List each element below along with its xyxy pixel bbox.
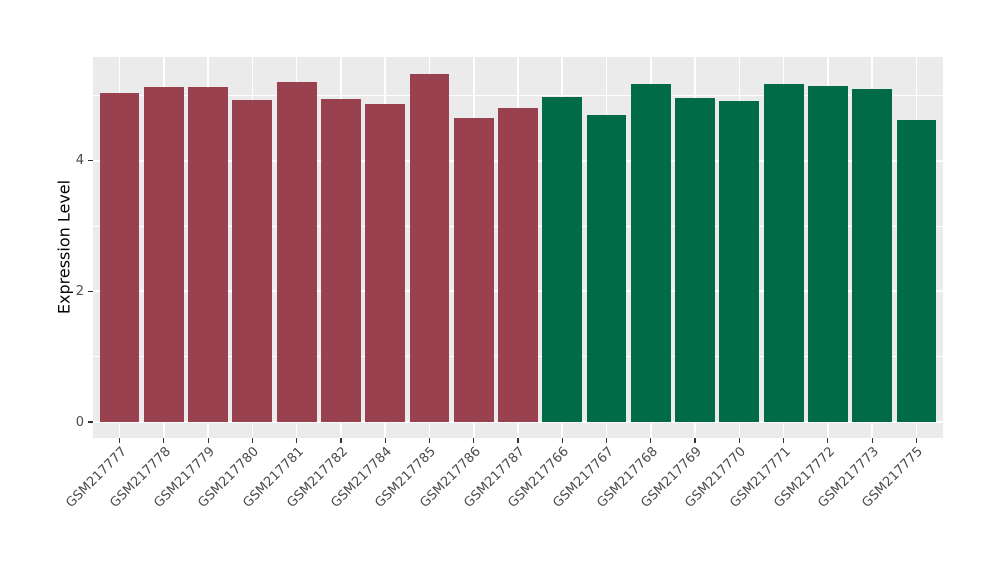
bar-GSM217787 bbox=[498, 107, 538, 422]
y-axis-tick-mark bbox=[88, 160, 93, 162]
bar-GSM217777 bbox=[99, 93, 140, 422]
bar-GSM217779 bbox=[188, 86, 229, 422]
x-axis-tick-mark bbox=[871, 438, 873, 443]
bar-GSM217772 bbox=[807, 85, 848, 422]
y-tick-label: 2 bbox=[75, 283, 84, 299]
x-axis-tick-mark bbox=[251, 438, 253, 443]
x-axis-tick-mark bbox=[783, 438, 785, 443]
bar-GSM217771 bbox=[763, 84, 804, 422]
bar-GSM217766 bbox=[542, 96, 583, 422]
x-axis-tick-mark bbox=[827, 438, 829, 443]
bar-GSM217778 bbox=[143, 86, 184, 422]
bar-GSM217767 bbox=[586, 114, 627, 422]
x-axis-tick-mark bbox=[340, 438, 342, 443]
bar-GSM217775 bbox=[896, 120, 937, 422]
x-axis-tick-mark bbox=[605, 438, 608, 443]
x-axis-tick-mark bbox=[428, 438, 431, 443]
x-axis-tick-mark bbox=[738, 438, 740, 443]
bar-GSM217784 bbox=[365, 103, 406, 422]
plot-panel bbox=[93, 57, 943, 438]
x-axis-tick-mark bbox=[473, 438, 475, 443]
bar-GSM217773 bbox=[852, 89, 893, 422]
y-axis-tick-mark bbox=[88, 290, 93, 292]
bar-GSM217786 bbox=[453, 118, 494, 422]
x-axis-tick-mark bbox=[163, 438, 165, 443]
x-axis-tick-mark bbox=[517, 438, 519, 443]
bar-GSM217781 bbox=[276, 82, 317, 422]
x-axis-tick-mark bbox=[118, 438, 121, 443]
bar-GSM217769 bbox=[675, 97, 715, 422]
bar-GSM217780 bbox=[232, 99, 273, 422]
y-tick-label: 0 bbox=[75, 414, 84, 430]
x-axis-tick-mark bbox=[384, 438, 386, 443]
x-axis-tick-mark bbox=[650, 438, 652, 443]
x-axis-tick-mark bbox=[207, 438, 209, 443]
bar-GSM217782 bbox=[320, 98, 361, 422]
x-axis-tick-mark bbox=[694, 438, 696, 443]
bar-GSM217785 bbox=[409, 73, 450, 422]
y-axis-tick-mark bbox=[88, 421, 93, 423]
bar-GSM217768 bbox=[630, 83, 671, 422]
x-axis-tick-mark bbox=[915, 438, 918, 443]
x-axis-tick-mark bbox=[561, 438, 563, 443]
x-axis-tick-mark bbox=[296, 438, 298, 443]
bar-GSM217770 bbox=[719, 100, 760, 422]
y-tick-label: 4 bbox=[75, 153, 84, 169]
